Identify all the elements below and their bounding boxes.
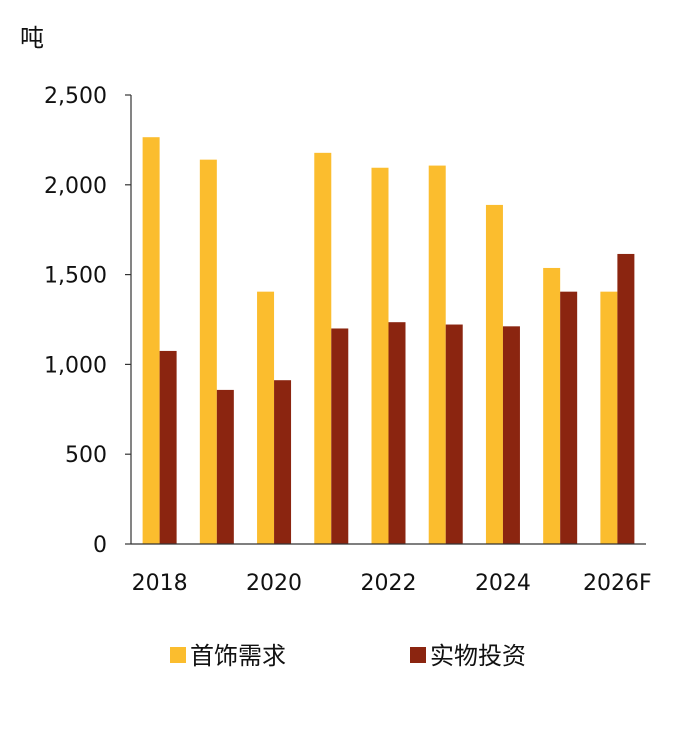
bar-jewelry-2024 [485, 204, 503, 544]
bar-investment-2026F [617, 253, 635, 545]
legend-label-jewelry: 首饰需求 [190, 642, 286, 670]
x-tick-label: 2026F [583, 571, 652, 596]
bar-investment-2021 [331, 328, 349, 544]
y-tick-label: 1,500 [44, 264, 107, 289]
bar-jewelry-2022 [371, 167, 389, 544]
bar-jewelry-2018 [142, 137, 160, 544]
y-tick-label: 0 [93, 533, 107, 558]
bar-investment-2020 [274, 380, 292, 544]
y-tick-label: 1,000 [44, 353, 107, 378]
bar-investment-2019 [216, 389, 234, 544]
bar-investment-2024 [502, 326, 520, 544]
bar-jewelry-2020 [257, 291, 275, 544]
x-tick-label: 2024 [475, 571, 531, 596]
x-tick-label: 2020 [246, 571, 302, 596]
y-tick-label: 500 [65, 443, 107, 468]
legend-swatch-investment [410, 647, 426, 663]
legend-label-investment: 实物投资 [430, 642, 526, 670]
legend: 首饰需求 实物投资 [170, 642, 526, 670]
legend-swatch-jewelry [170, 647, 186, 663]
bar-investment-2025 [560, 291, 578, 544]
x-axis: 2018 2020 2022 2024 2026F [131, 543, 652, 596]
y-axis: 0 500 1,000 1,500 2,000 2,500 [44, 84, 132, 558]
y-tick-label: 2,000 [44, 174, 107, 199]
y-unit-label: 吨 [20, 24, 44, 52]
bar-investment-2023 [445, 324, 463, 544]
bar-investment-2018 [159, 350, 177, 544]
bar-jewelry-2025 [543, 267, 561, 544]
x-tick-label: 2018 [132, 571, 188, 596]
bars-group [142, 137, 635, 545]
bar-investment-2022 [388, 322, 406, 544]
x-tick-label: 2022 [361, 571, 417, 596]
bar-jewelry-2023 [428, 165, 446, 544]
bar-jewelry-2019 [199, 159, 217, 544]
bar-jewelry-2021 [314, 152, 332, 544]
bar-jewelry-2026F [600, 291, 618, 544]
y-tick-label: 2,500 [44, 84, 107, 109]
